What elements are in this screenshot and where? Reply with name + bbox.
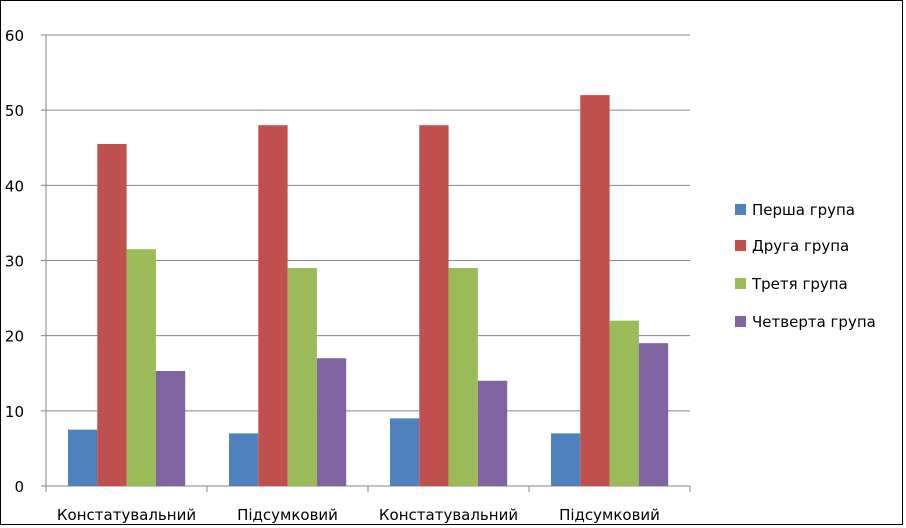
y-tick-label: 10 [5,403,24,421]
legend-swatch [735,278,746,289]
y-tick-label: 50 [5,102,24,120]
bar-1-3 [390,418,420,486]
legend-swatch [735,240,746,251]
legend-swatch [735,204,746,215]
bar-2-4 [580,95,610,486]
bar-2-3 [419,125,449,486]
legend-label: Перша група [752,201,855,219]
x-tick-label: Констатувальний [379,506,518,524]
bar-1-4 [551,433,581,486]
bar-1-2 [229,433,259,486]
legend-label: Третя група [751,275,848,293]
bar-2-2 [258,125,288,486]
bar-4-3 [477,380,508,486]
bar-1-1 [68,429,98,486]
bar-3-4 [609,320,639,486]
bar-3-1 [126,249,156,486]
legend-label: Друга група [752,237,849,255]
y-tick-label: 0 [14,478,24,496]
legend-swatch [735,316,746,327]
x-tick-label: Констатувальний [57,506,196,524]
y-tick-label: 60 [5,27,24,45]
bar-3-2 [287,268,317,486]
bar-2-1 [97,143,127,486]
bar-4-1 [155,370,186,486]
x-tick-label: Підсумковий [237,506,338,524]
x-tick-label: Підсумковий [559,506,660,524]
bar-3-3 [448,268,478,486]
y-tick-label: 20 [5,328,24,346]
bar-4-2 [316,358,347,486]
bar-4-4 [638,343,669,486]
legend-label: Четверта група [752,313,876,331]
y-tick-label: 40 [5,177,24,195]
y-tick-label: 30 [5,253,24,271]
